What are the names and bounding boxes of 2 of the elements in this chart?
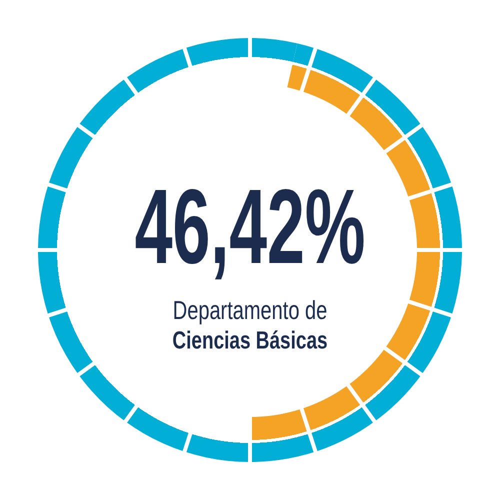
- data-label: 46,42%: [134, 166, 366, 286]
- text: Departamento de Ciencias Básicas: [172, 295, 328, 354]
